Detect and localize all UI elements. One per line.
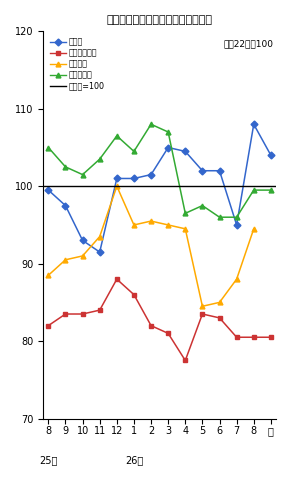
化学工業 <box>115 183 118 189</box>
食料品工業 <box>235 215 238 220</box>
食料品工業 <box>184 210 187 216</box>
鉄鉰業 <box>132 176 136 181</box>
化学工業 <box>64 257 67 263</box>
金属製品工業 <box>166 331 170 336</box>
鉄鉰業 <box>149 172 153 178</box>
Title: 主要業種の生産（季節調整済指数）: 主要業種の生産（季節調整済指数） <box>107 15 213 25</box>
金属製品工業 <box>98 307 102 313</box>
化学工業 <box>166 222 170 228</box>
鉄鉰業 <box>47 187 50 193</box>
食料品工業 <box>47 144 50 150</box>
金属製品工業 <box>252 335 255 340</box>
食料品工業 <box>115 133 118 139</box>
鉄鉰業 <box>218 168 221 174</box>
化学工業 <box>47 273 50 278</box>
食料品工業 <box>64 164 67 170</box>
金属製品工業 <box>115 276 118 282</box>
金属製品工業 <box>201 311 204 317</box>
金属製品工業 <box>218 315 221 321</box>
食料品工業 <box>218 215 221 220</box>
金属製品工業 <box>235 335 238 340</box>
Legend: 鉄鉰業, 金属製品工業, 化学工業, 食料品工業, 基準値=100: 鉄鉰業, 金属製品工業, 化学工業, 食料品工業, 基準値=100 <box>47 36 107 93</box>
鉄鉰業 <box>115 176 118 181</box>
食料品工業 <box>132 148 136 154</box>
化学工業 <box>201 303 204 309</box>
Text: 26年: 26年 <box>125 455 143 465</box>
金属製品工業 <box>47 323 50 328</box>
化学工業 <box>218 300 221 305</box>
鉄鉰業 <box>235 222 238 228</box>
鉄鉰業 <box>269 152 273 158</box>
食料品工業 <box>252 187 255 193</box>
食料品工業 <box>81 172 84 178</box>
金属製品工業 <box>184 358 187 363</box>
鉄鉰業 <box>81 238 84 243</box>
化学工業 <box>184 226 187 232</box>
Line: 食料品工業: 食料品工業 <box>46 122 273 220</box>
金属製品工業 <box>132 292 136 298</box>
食料品工業 <box>149 121 153 127</box>
化学工業 <box>235 276 238 282</box>
鉄鉰業 <box>98 249 102 255</box>
Line: 金属製品工業: 金属製品工業 <box>46 277 273 363</box>
化学工業 <box>252 226 255 232</box>
金属製品工業 <box>64 311 67 317</box>
金属製品工業 <box>81 311 84 317</box>
化学工業 <box>81 253 84 259</box>
化学工業 <box>98 234 102 240</box>
Text: 平成22年＝100: 平成22年＝100 <box>224 39 274 48</box>
鉄鉰業 <box>201 168 204 174</box>
Line: 鉄鉰業: 鉄鉰業 <box>46 122 273 254</box>
鉄鉰業 <box>252 121 255 127</box>
化学工業 <box>132 222 136 228</box>
Line: 化学工業: 化学工業 <box>46 184 256 309</box>
Text: 25年: 25年 <box>39 455 58 465</box>
鉄鉰業 <box>166 144 170 150</box>
化学工業 <box>149 218 153 224</box>
食料品工業 <box>201 203 204 208</box>
鉄鉰業 <box>64 203 67 208</box>
鉄鉰業 <box>184 148 187 154</box>
金属製品工業 <box>149 323 153 328</box>
金属製品工業 <box>269 335 273 340</box>
食料品工業 <box>269 187 273 193</box>
食料品工業 <box>166 129 170 135</box>
食料品工業 <box>98 156 102 162</box>
